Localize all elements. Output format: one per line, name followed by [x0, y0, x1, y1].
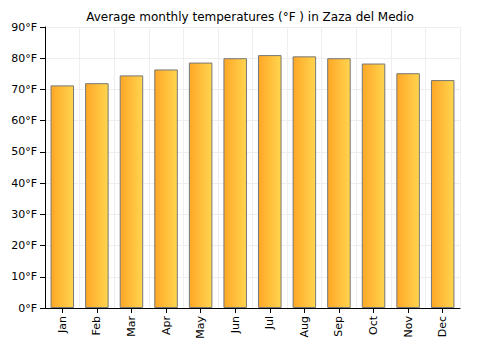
svg-text:Oct: Oct	[367, 315, 380, 335]
svg-text:Jul: Jul	[263, 316, 276, 330]
svg-text:40°F: 40°F	[11, 177, 37, 190]
svg-text:Feb: Feb	[90, 316, 103, 335]
svg-text:Sep: Sep	[332, 316, 345, 337]
svg-text:30°F: 30°F	[11, 208, 37, 221]
svg-text:60°F: 60°F	[11, 114, 37, 127]
svg-text:Nov: Nov	[402, 316, 415, 338]
svg-text:70°F: 70°F	[11, 83, 37, 96]
svg-text:Apr: Apr	[160, 316, 173, 336]
svg-text:Dec: Dec	[436, 316, 449, 337]
svg-text:80°F: 80°F	[11, 52, 37, 65]
svg-text:Jan: Jan	[56, 316, 69, 334]
svg-text:Average monthly temperatures (: Average monthly temperatures (°F ) in Za…	[86, 10, 414, 24]
svg-text:10°F: 10°F	[11, 270, 37, 283]
svg-text:May: May	[194, 316, 207, 339]
svg-text:Aug: Aug	[298, 316, 311, 337]
svg-text:50°F: 50°F	[11, 145, 37, 158]
svg-text:20°F: 20°F	[11, 239, 37, 252]
svg-text:Mar: Mar	[125, 316, 138, 337]
svg-text:0°F: 0°F	[18, 302, 37, 315]
svg-text:90°F: 90°F	[11, 21, 37, 34]
svg-text:Jun: Jun	[229, 316, 242, 334]
